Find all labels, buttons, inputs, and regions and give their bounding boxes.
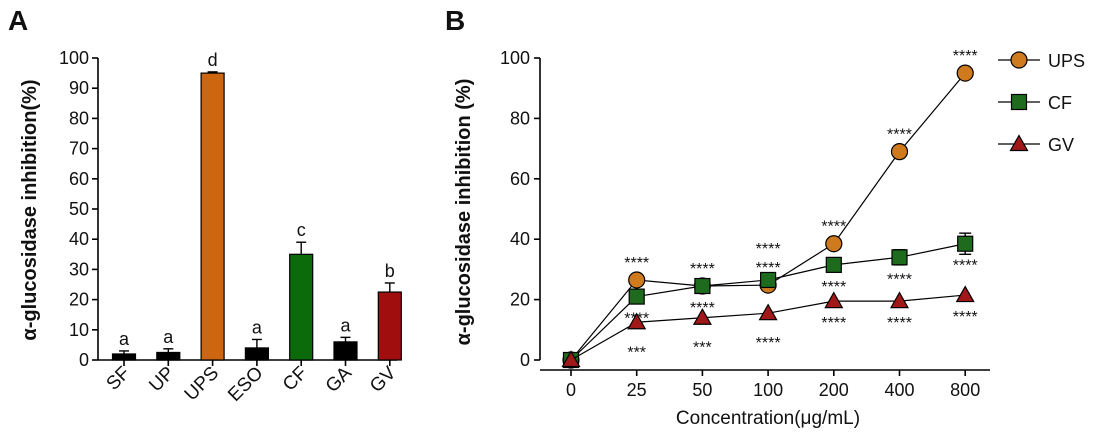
panel-a-significance-letter: c — [297, 220, 306, 240]
panel-b-x-tick-label: 800 — [950, 380, 980, 400]
panel-a-significance-letter: d — [208, 50, 218, 70]
panel-b-x-axis-label: Concentration(μg/mL) — [676, 408, 860, 429]
panel-b-significance-ups: **** — [887, 127, 912, 144]
panel-a-y-tick-label: 40 — [69, 229, 89, 249]
panel-b-significance-cf: **** — [953, 258, 978, 275]
legend-marker-ups — [1010, 51, 1028, 69]
panel-a-y-tick-label: 70 — [69, 139, 89, 159]
panel-a-x-tick-label: CF — [279, 363, 312, 396]
panel-a-y-tick-label: 10 — [69, 320, 89, 340]
panel-b-significance-gv: **** — [756, 335, 781, 352]
panel-a-significance-letter: a — [163, 327, 174, 347]
panel-b-y-tick-label: 100 — [500, 48, 530, 68]
panel-a-y-tick-label: 80 — [69, 108, 89, 128]
panel-b-significance-cf: **** — [821, 279, 846, 296]
panel-a-y-tick-label: 50 — [69, 199, 89, 219]
panel-b-x-tick-label: 0 — [566, 380, 576, 400]
panel-b-significance-gv: *** — [627, 344, 646, 361]
panel-b-significance-ups: **** — [690, 261, 715, 278]
panel-a-y-tick-label: 60 — [69, 169, 89, 189]
panel-b-point-cf — [891, 249, 908, 266]
panel-b-point-ups — [825, 235, 843, 253]
panel-b-significance-gv: *** — [693, 340, 712, 357]
panel-b-point-gv — [758, 303, 778, 321]
panel-b-significance-ups: **** — [624, 255, 649, 272]
panel-b-x-tick-label: 200 — [819, 380, 849, 400]
panel-a-x-tick-label: GV — [366, 362, 400, 396]
panel-b-y-tick-label: 20 — [510, 290, 530, 310]
panel-b-y-tick-label: 60 — [510, 169, 530, 189]
panel-b-y-axis-label: α-glucosidase inhibition (%) — [453, 79, 475, 346]
panel-b-legend: UPS CF GV — [998, 51, 1085, 155]
panel-b-point-cf — [628, 288, 645, 305]
panel-b-point-ups — [890, 143, 909, 161]
panel-a-x-tick-label: UP — [145, 363, 179, 397]
panel-a-bar-chart: α-glucosidase inhibition(%) 0 10 20 30 40 50 6… — [19, 48, 402, 406]
panel-a-bar-sf — [111, 353, 137, 361]
panel-b-point-ups — [628, 271, 646, 289]
panel-a-bar-ga — [333, 341, 358, 361]
panel-a-bar-gv — [377, 291, 402, 361]
panel-b-point-gv — [889, 291, 910, 309]
panel-a-y-tick-label: 30 — [69, 259, 89, 279]
panel-b-point-cf — [957, 235, 974, 252]
legend-label-cf: CF — [1048, 93, 1072, 113]
panel-a-y-tick-label: 90 — [69, 78, 89, 98]
panel-a-bar-eso — [244, 347, 269, 361]
panel-a-y-tick-label: 100 — [59, 48, 89, 68]
panel-b-point-gv — [561, 350, 581, 368]
panel-label-a: A — [8, 5, 28, 36]
panel-b-y-tick-label: 0 — [520, 350, 530, 370]
panel-b-point-gv — [627, 312, 647, 330]
panel-a-x-tick-label: UPS — [181, 363, 223, 405]
legend-marker-cf — [1010, 93, 1028, 111]
panel-b-x-tick-label: 25 — [627, 380, 647, 400]
panel-b-line-chart: α-glucosidase inhibition (%) Concentrati… — [453, 48, 1085, 429]
panel-a-bar-cf — [289, 253, 314, 361]
panel-b-point-cf — [759, 271, 777, 289]
panel-b-point-gv — [824, 291, 844, 309]
panel-b-significance-ups: **** — [821, 219, 846, 236]
legend-label-ups: UPS — [1048, 51, 1085, 71]
panel-a-bar-ups — [200, 72, 225, 361]
panel-a-significance-letter: b — [385, 261, 395, 281]
panel-label-b: B — [445, 5, 465, 36]
legend-marker-gv — [1009, 134, 1029, 152]
legend-label-gv: GV — [1048, 135, 1074, 155]
panel-b-significance-ups: **** — [953, 48, 978, 65]
panel-b-point-gv — [955, 285, 975, 303]
panel-b-x-tick-label: 50 — [692, 380, 712, 400]
panel-b-significance-gv: **** — [953, 309, 978, 326]
panel-b-point-gv — [692, 308, 712, 325]
panel-a-significance-letter: a — [340, 315, 351, 335]
panel-a-x-tick-label: GA — [322, 362, 356, 396]
panel-b-point-cf — [825, 256, 842, 273]
panel-b-point-ups — [956, 64, 974, 82]
panel-a-y-tick-label: 20 — [69, 290, 89, 310]
panel-a-significance-letter: a — [119, 329, 130, 349]
panel-b-y-tick-label: 40 — [510, 229, 530, 249]
panel-b-significance-cf: **** — [887, 271, 912, 288]
panel-a-y-axis-label: α-glucosidase inhibition(%) — [19, 79, 41, 340]
panel-b-significance-gv: **** — [821, 315, 846, 332]
panel-b-y-tick-label: 80 — [510, 108, 530, 128]
panel-b-point-cf — [694, 277, 711, 295]
panel-b-x-tick-label: 400 — [884, 380, 914, 400]
panel-a-bar-up — [156, 351, 181, 361]
panel-a-x-tick-label: ESO — [224, 363, 267, 406]
panel-a-significance-letter: a — [252, 317, 263, 337]
panel-b-significance-cf: **** — [756, 241, 781, 258]
panel-b-significance-gv: **** — [887, 315, 912, 332]
panel-a-y-tick-label: 0 — [79, 350, 89, 370]
panel-a-x-tick-label: SF — [103, 363, 135, 395]
panel-b-x-tick-label: 100 — [753, 380, 783, 400]
